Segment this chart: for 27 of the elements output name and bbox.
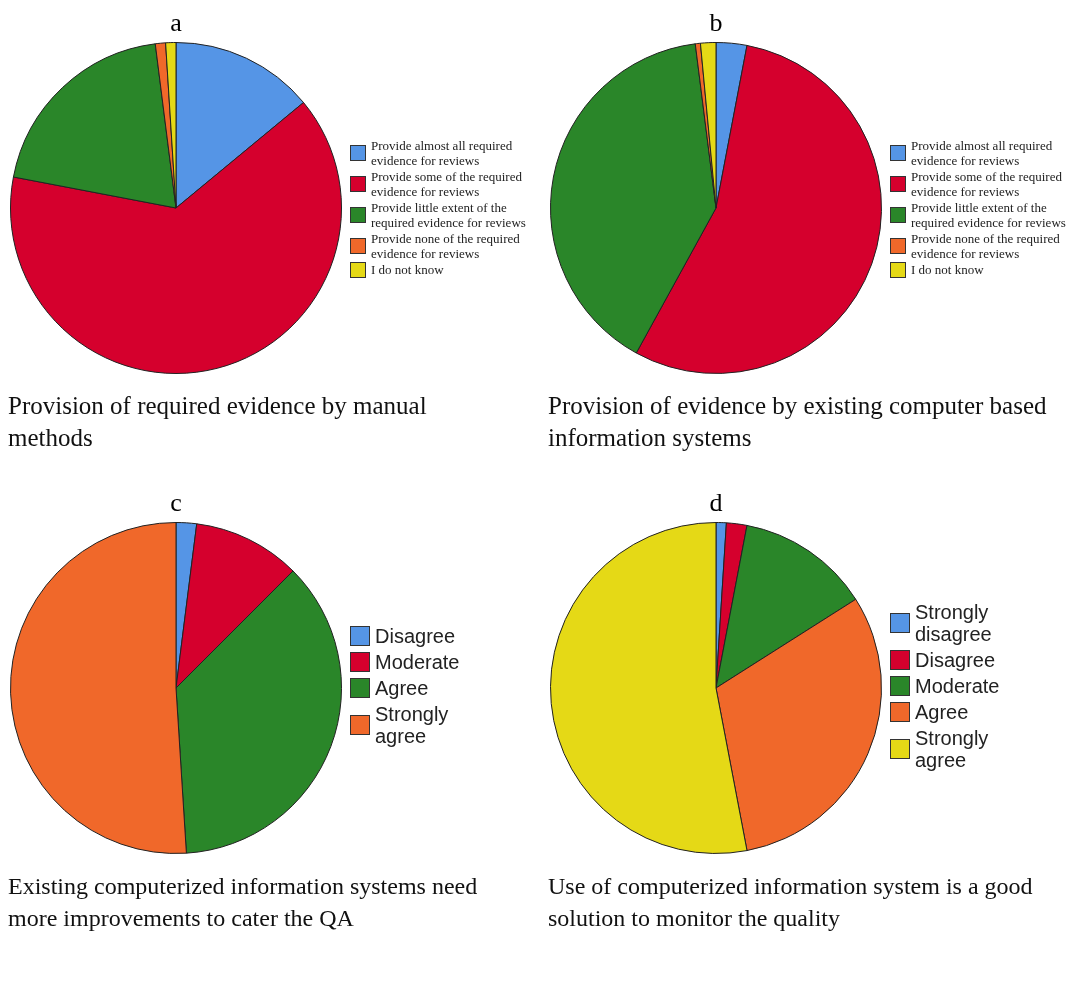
text: Existing computerized information systems need more improvements to cater the QA bbox=[8, 872, 479, 933]
text: Provision of required evidence by manual methods bbox=[8, 391, 428, 453]
legend-label: Provide some of the required evidence for reviews bbox=[911, 168, 1063, 199]
chart-title: d bbox=[708, 488, 724, 519]
legend-label: Strongly agree bbox=[915, 727, 990, 771]
legend-label: Agree bbox=[915, 701, 969, 723]
legend-label: Provide little extent of the required evidence for reviews bbox=[371, 199, 527, 230]
legend-label: Provide none of the required evidence for reviews bbox=[911, 230, 1061, 261]
legend-label: Strongly disagree bbox=[915, 601, 993, 645]
legend-label: Disagree bbox=[915, 649, 996, 671]
legend-label: I do not know bbox=[371, 262, 444, 277]
chart-title: c bbox=[169, 488, 183, 519]
legend-label: Provide almost all required evidence for reviews bbox=[911, 137, 1054, 168]
text: Use of computerized information system is a good solution to monitor the quality bbox=[548, 872, 1034, 933]
legend-label: Moderate bbox=[375, 651, 460, 673]
legend-label: Provide little extent of the required evidence for reviews bbox=[911, 199, 1067, 230]
legend-label: Moderate bbox=[915, 675, 1000, 697]
legend-label: Provide none of the required evidence for reviews bbox=[371, 230, 521, 261]
chart-title: a bbox=[169, 8, 183, 39]
legend-label: Strongly agree bbox=[375, 703, 450, 747]
text: Provision of evidence by existing computer based information systems bbox=[548, 391, 1048, 453]
legend-label: Disagree bbox=[375, 625, 456, 647]
chart-title: b bbox=[708, 8, 724, 39]
legend-label: Agree bbox=[375, 677, 429, 699]
legend-label: Provide some of the required evidence for reviews bbox=[371, 168, 523, 199]
legend-label: I do not know bbox=[911, 262, 984, 277]
legend-label: Provide almost all required evidence for reviews bbox=[371, 137, 514, 168]
